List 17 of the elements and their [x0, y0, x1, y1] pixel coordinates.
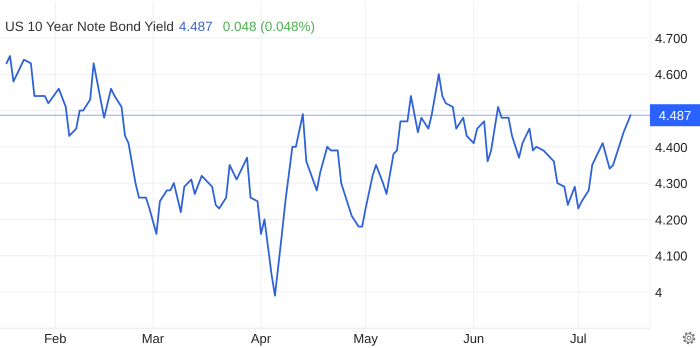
- ref-line-label: 4.487: [658, 108, 692, 124]
- y-tick-label: 4.300: [655, 176, 688, 192]
- y-tick-label: 4.600: [655, 67, 688, 82]
- x-tick-label: Jun: [463, 331, 484, 346]
- x-tick-label: Feb: [44, 331, 66, 346]
- x-tick-label: Jul: [570, 331, 587, 346]
- y-tick-label: 4.200: [655, 212, 688, 228]
- y-tick-label: 4: [655, 285, 662, 300]
- y-tick-label: 4.400: [655, 140, 688, 155]
- annotation: 4.487: [178, 19, 213, 34]
- text: US 10 Year Note Bond Yield: [5, 19, 174, 34]
- annotation: 0.048 (0.048%): [222, 19, 315, 34]
- x-tick-label: Mar: [142, 331, 165, 346]
- y-tick-label: 4.700: [655, 30, 688, 46]
- y-tick-label: 4.100: [655, 248, 688, 264]
- x-tick-label: Apr: [250, 331, 272, 346]
- x-tick-label: May: [353, 331, 378, 346]
